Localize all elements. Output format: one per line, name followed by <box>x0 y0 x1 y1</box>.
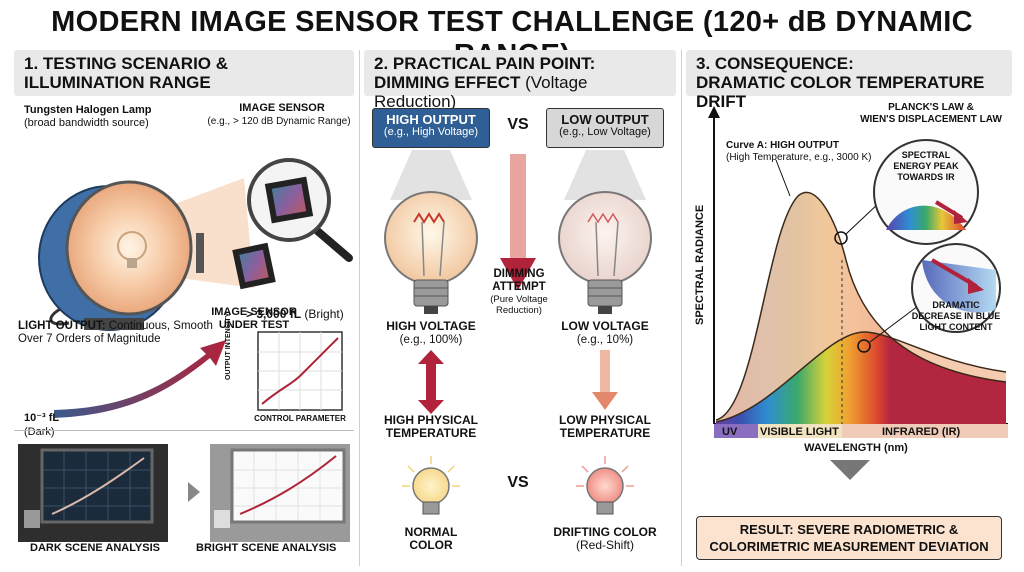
heading-line: 1. TESTING SCENARIO & <box>24 54 229 73</box>
band-visible: VISIBLE LIGHT <box>760 426 839 438</box>
result-line: RESULT: SEVERE RADIOMETRIC & <box>739 522 959 537</box>
lamp-illustration <box>38 158 353 331</box>
dark-label: 10⁻³ fL <box>24 412 60 424</box>
band-ir: INFRARED (IR) <box>882 426 961 438</box>
low-output-box: LOW OUTPUT (e.g., Low Voltage) <box>546 108 664 148</box>
planck-label: PLANCK'S LAW & WIEN'S DISPLACEMENT LAW <box>856 102 1006 126</box>
dimming-line: ATTEMPT <box>492 281 546 293</box>
panel-heading: 1. TESTING SCENARIO & ILLUMINATION RANGE <box>14 50 354 96</box>
high-output-box: HIGH OUTPUT (e.g., High Voltage) <box>372 108 490 148</box>
divider <box>359 50 360 566</box>
low-temp-line: LOW PHYSICAL <box>559 413 651 427</box>
scene-illustrations <box>18 444 350 542</box>
normal-color-label: NORMAL COLOR <box>374 526 488 552</box>
low-voltage-sub: (e.g., 10%) <box>576 334 634 346</box>
peak-line: TOWARDS IR <box>897 172 955 182</box>
heading-line: 2. PRACTICAL PAIN POINT: <box>374 54 596 73</box>
planck-line: PLANCK'S LAW & <box>888 102 974 113</box>
peak-line: ENERGY PEAK <box>893 161 959 171</box>
planck-line: WIEN'S DISPLACEMENT LAW <box>860 114 1002 125</box>
vs-label: VS <box>507 116 529 133</box>
high-output-sub: (e.g., High Voltage) <box>383 126 479 138</box>
down-arrow-icon <box>830 460 870 480</box>
panel-consequence: 3. CONSEQUENCE: DRAMATIC COLOR TEMPERATU… <box>686 50 1012 566</box>
light-output-desc2: Over 7 Orders of Magnitude <box>18 333 161 345</box>
panel-dimming-effect: 2. PRACTICAL PAIN POINT: DIMMING EFFECT … <box>364 50 676 566</box>
high-temp-label: HIGH PHYSICAL TEMPERATURE <box>372 414 490 440</box>
low-output-label: LOW OUTPUT <box>561 112 649 127</box>
sensor-sub: (e.g., > 120 dB Dynamic Range) <box>207 116 351 127</box>
drift-line: DRIFTING COLOR <box>553 525 657 539</box>
y-axis-label: SPECTRAL RADIANCE <box>694 204 706 325</box>
heading-line: (Voltage Reduction) <box>374 73 588 111</box>
under-test-line: IMAGE SENSOR <box>211 306 297 318</box>
dimming-sub-line: Reduction) <box>496 305 542 316</box>
dimming-sub-line: (Pure Voltage <box>490 294 548 305</box>
light-output-label: LIGHT OUTPUT: <box>18 320 106 332</box>
bright-value: > 3,000 fL <box>246 307 302 321</box>
heading-line: DIMMING EFFECT <box>374 73 521 92</box>
x-axis-label: WAVELENGTH (nm) <box>766 442 946 455</box>
heading-line: DRAMATIC COLOR TEMPERATURE DRIFT <box>696 73 985 111</box>
light-output-desc: Continuous, Smooth <box>108 320 213 332</box>
curve-a-title: Curve A: HIGH OUTPUT <box>726 140 839 151</box>
light-output-text: LIGHT OUTPUT: Continuous, Smooth Over 7 … <box>18 320 238 346</box>
high-temp-line: TEMPERATURE <box>385 426 477 440</box>
temperature-arrows <box>418 350 618 414</box>
panel-heading: 2. PRACTICAL PAIN POINT: DIMMING EFFECT … <box>364 50 676 111</box>
peak-line: SPECTRAL <box>901 150 951 160</box>
normal-line: NORMAL <box>404 525 458 539</box>
normal-line: COLOR <box>409 538 453 552</box>
bright-label: > 3,000 fL (Bright) <box>246 308 344 321</box>
plot-xlabel: CONTROL PARAMETER <box>254 414 346 423</box>
intensity-ramp <box>54 340 226 418</box>
output-plot <box>257 331 343 411</box>
drifting-color-label: DRIFTING COLOR (Red-Shift) <box>542 526 668 552</box>
curve-a-label: Curve A: HIGH OUTPUT (High Temperature, … <box>726 140 886 164</box>
low-output-sub: (e.g., Low Voltage) <box>559 126 651 138</box>
dark-scene-label: DARK SCENE ANALYSIS <box>30 542 160 554</box>
x-axis-text: WAVELENGTH (nm) <box>804 442 908 454</box>
under-test-line: UNDER TEST <box>218 319 290 331</box>
lamp-sub: (broad bandwidth source) <box>24 117 149 129</box>
lamp-label: Tungsten Halogen Lamp <box>24 104 152 116</box>
low-voltage-label: LOW VOLTAGE <box>561 319 649 333</box>
heading-line: 3. CONSEQUENCE: <box>696 54 854 73</box>
dimming-line: DIMMING <box>493 268 545 280</box>
vs-label: VS <box>507 474 529 491</box>
high-temp-line: HIGH PHYSICAL <box>383 413 478 427</box>
high-voltage-label: HIGH VOLTAGE <box>386 319 476 333</box>
low-temp-line: TEMPERATURE <box>559 426 651 440</box>
dimming-sub: (Pure Voltage Reduction) <box>474 294 564 316</box>
curve-a-sub: (High Temperature, e.g., 3000 K) <box>726 152 872 163</box>
peak-label: SPECTRAL ENERGY PEAK TOWARDS IR <box>872 150 980 183</box>
high-output-label: HIGH OUTPUT <box>386 112 476 127</box>
high-voltage-sub: (e.g., 100%) <box>399 334 463 346</box>
dark-sub: (Dark) <box>24 426 55 438</box>
small-bulbs <box>402 456 634 515</box>
blue-decrease-label: DRAMATIC DECREASE IN BLUE LIGHT CONTENT <box>906 300 1006 333</box>
bright-scene-label: BRIGHT SCENE ANALYSIS <box>196 542 337 554</box>
sensor-label: IMAGE SENSOR <box>239 102 325 114</box>
result-box: RESULT: SEVERE RADIOMETRIC & COLORIMETRI… <box>696 516 1002 560</box>
blue-line: LIGHT CONTENT <box>919 322 993 332</box>
result-line: COLORIMETRIC MEASUREMENT DEVIATION <box>709 539 989 554</box>
panel-testing-scenario: 1. TESTING SCENARIO & ILLUMINATION RANGE… <box>14 50 354 566</box>
dimming-label: DIMMING ATTEMPT <box>474 268 564 294</box>
divider <box>681 50 682 566</box>
low-temp-label: LOW PHYSICAL TEMPERATURE <box>546 414 664 440</box>
under-test-label: IMAGE SENSOR UNDER TEST <box>194 306 314 332</box>
panel-heading: 3. CONSEQUENCE: DRAMATIC COLOR TEMPERATU… <box>686 50 1012 111</box>
bulb-illustrations <box>384 150 652 314</box>
drift-sub: (Red-Shift) <box>575 538 634 552</box>
bright-sub: (Bright) <box>304 307 344 321</box>
spectral-chart <box>708 106 1008 438</box>
heading-line: ILLUMINATION RANGE <box>24 73 211 92</box>
band-uv: UV <box>722 426 738 438</box>
plot-ylabel: OUTPUT INTENSITY <box>225 312 232 380</box>
divider <box>14 430 354 431</box>
blue-line: DRAMATIC <box>932 300 980 310</box>
blue-line: DECREASE IN BLUE <box>911 311 1001 321</box>
